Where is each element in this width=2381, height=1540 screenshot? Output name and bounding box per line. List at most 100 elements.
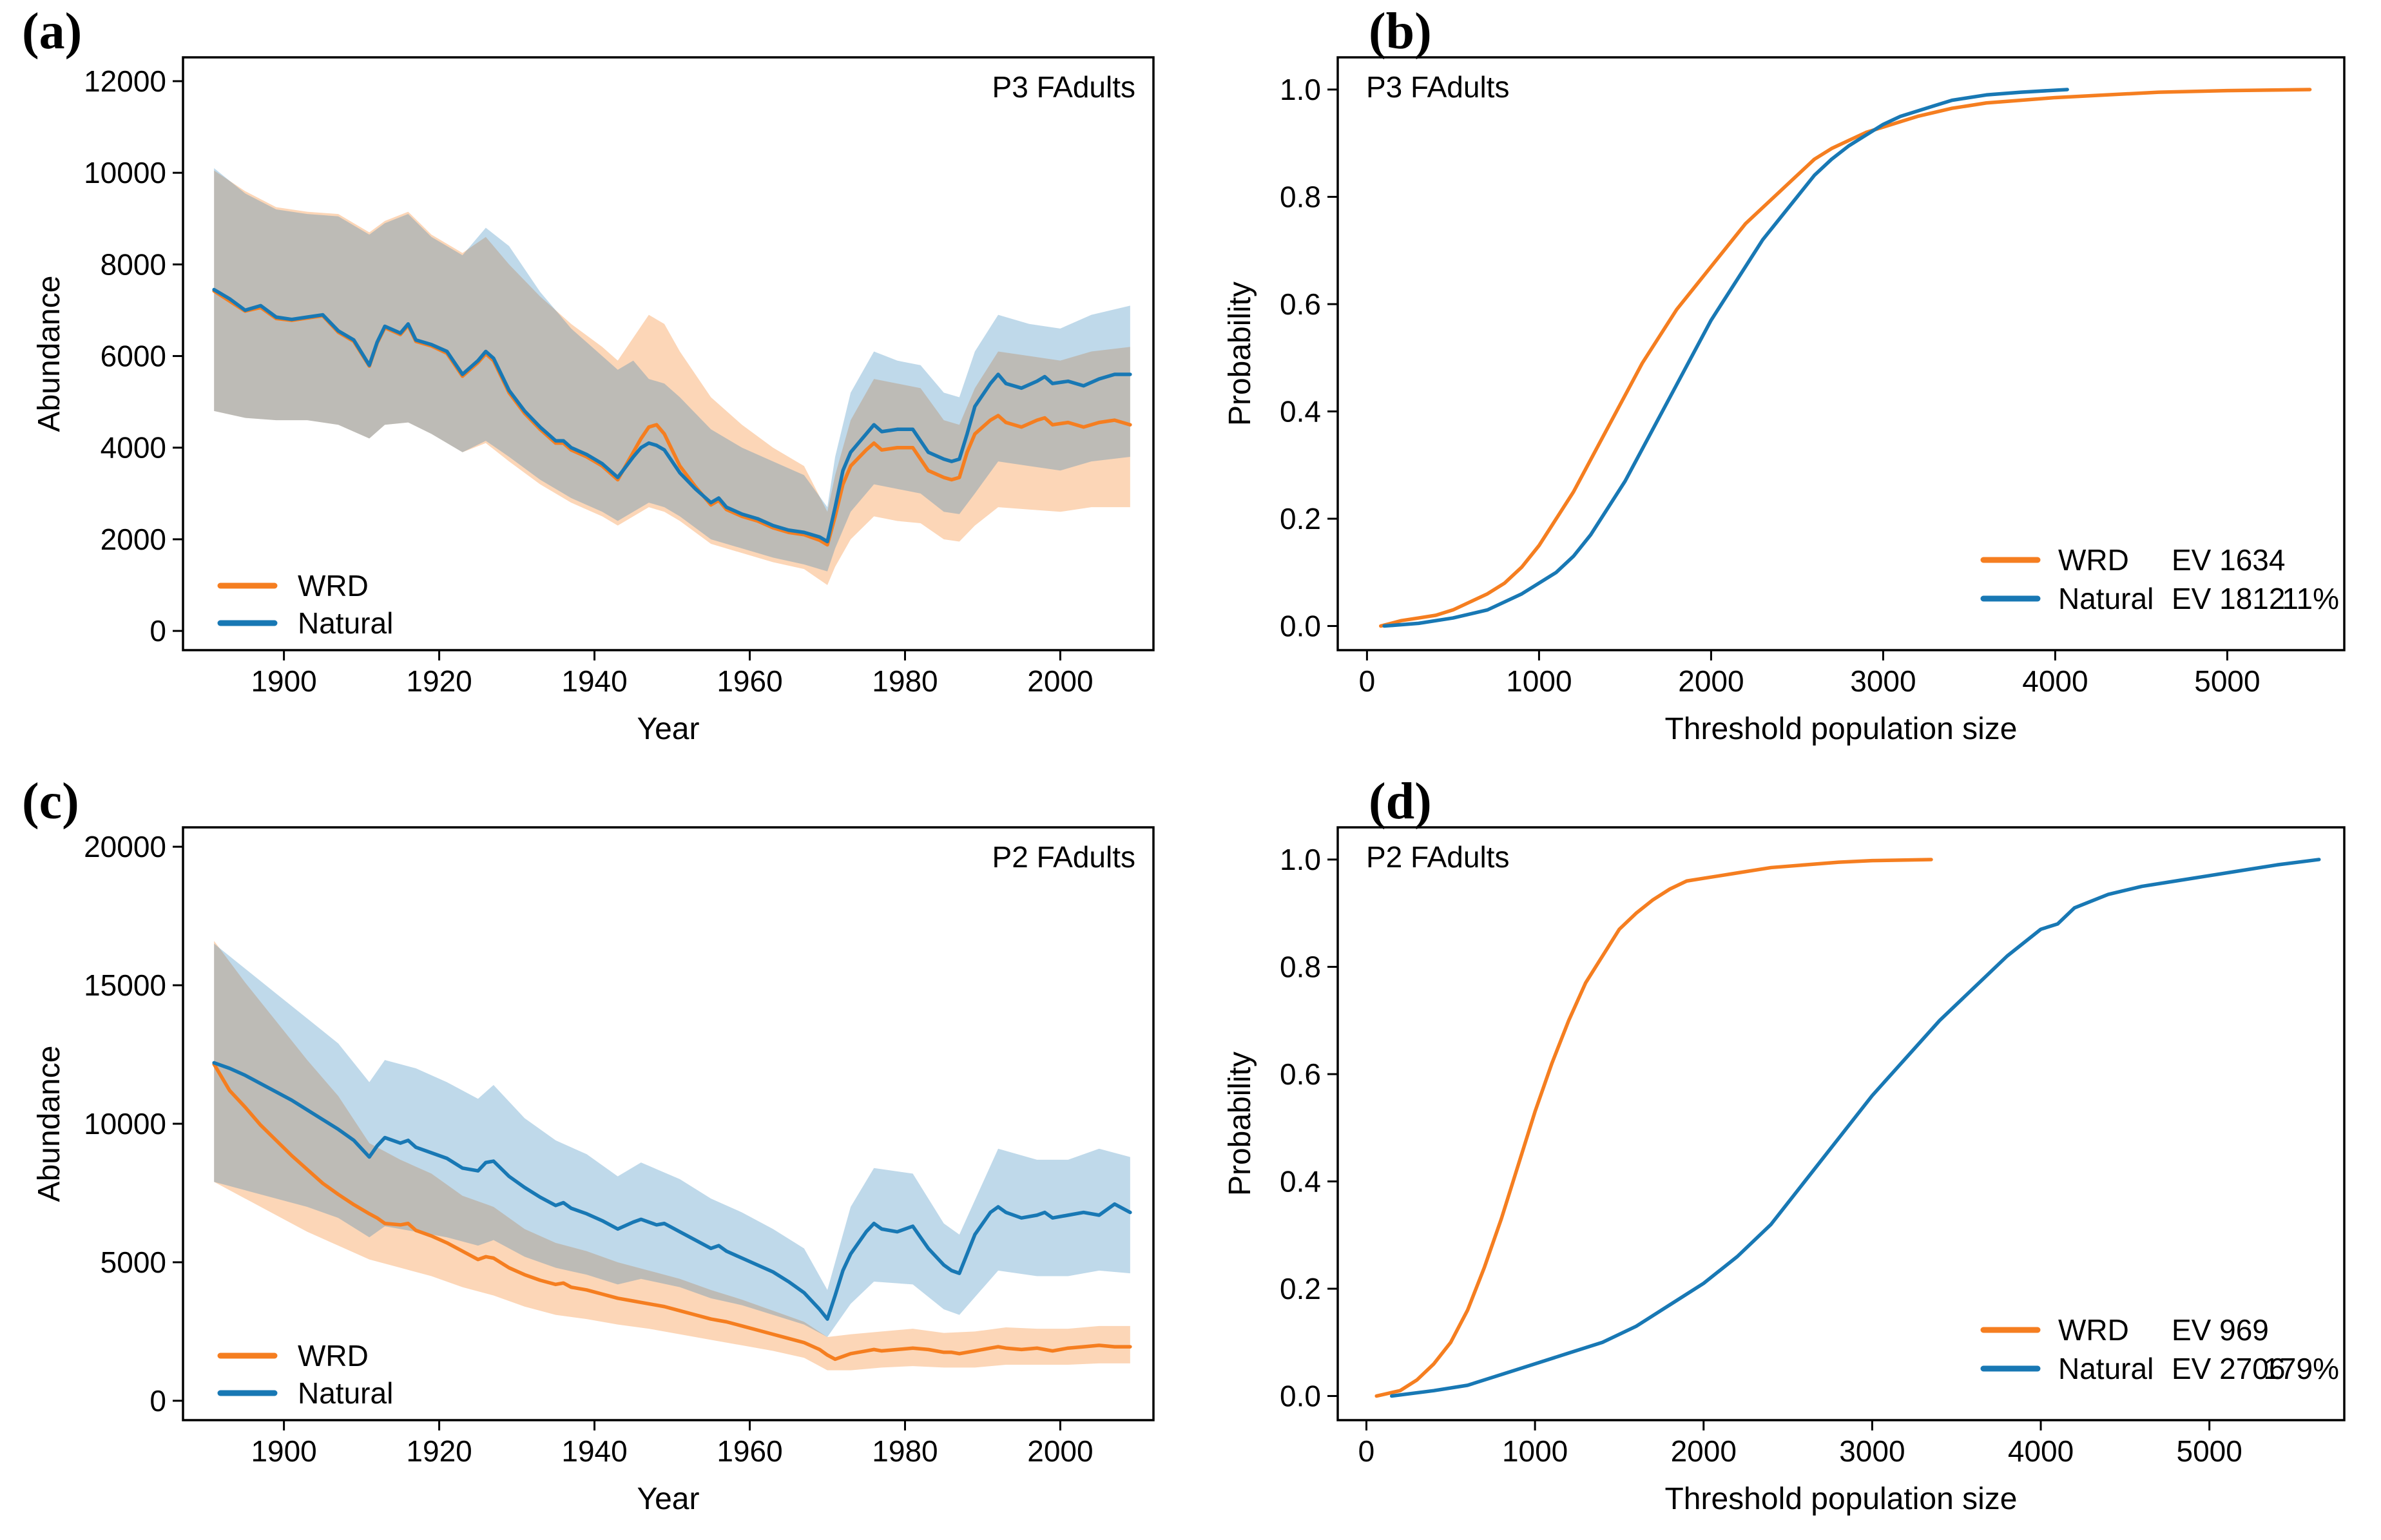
series-line-natural: [1389, 858, 2321, 1398]
panel-label: P3 FAdults: [1366, 70, 1509, 104]
legend-label-wrd: WRD: [2058, 543, 2129, 577]
chart-panel-b-mount: 0 1000 2000 3000 4000 5000 Threshold populatio…: [1217, 22, 2370, 763]
band-natural-95-interval: [214, 168, 1130, 572]
legend-label-natural: Natural: [2058, 582, 2154, 615]
x-tick-label: 1900: [251, 664, 316, 698]
y-tick-label: 0.4: [1280, 1165, 1321, 1198]
plot-box: [1336, 56, 2346, 651]
y-axis: 0.0 0.2 0.4 0.6 0.8 1.0 Probability: [1223, 73, 1338, 643]
x-tick-label: 1960: [717, 664, 782, 698]
y-tick-label: 6000: [101, 340, 166, 373]
x-tick-label: 1980: [872, 1434, 938, 1468]
series-line-natural: [212, 1061, 1132, 1321]
y-tick-label: 0.6: [1280, 1057, 1321, 1091]
chart-panel-b: 0 1000 2000 3000 4000 5000 Threshold populatio…: [1223, 56, 2346, 746]
y-tick-label: 10000: [84, 1107, 166, 1141]
x-tick-label: 4000: [2022, 664, 2088, 698]
panel-letter-a: (a): [22, 3, 82, 60]
y-tick-label: 20000: [84, 830, 166, 863]
series-c: [212, 1061, 1132, 1362]
x-axis-title: Year: [637, 1482, 700, 1516]
x-tick-label: 1000: [1506, 664, 1572, 698]
x-axis: 1900 1920 1940 1960 1980 2000 Year: [251, 1420, 1094, 1516]
y-tick-label: 8000: [101, 247, 166, 281]
panel-d: (d) 0 1000 2000 3000 4000 5000 Threshold popul…: [1191, 770, 2381, 1540]
legend-label-wrd: WRD: [298, 569, 369, 602]
panel-label: P2 FAdults: [1366, 840, 1509, 874]
y-axis-title: Probability: [1223, 282, 1257, 426]
x-tick-label: 5000: [2177, 1434, 2242, 1468]
chart-panel-c-mount: 1900 1920 1940 1960 1980 2000 Year 0 5000 10000 15…: [26, 792, 1179, 1533]
panel-label: P2 FAdults: [992, 840, 1135, 874]
panel-a: (a) 1900 1920 1940 1960 1980 2000 Year 0 2000 400…: [0, 0, 1190, 770]
x-tick-label: 2000: [1027, 664, 1093, 698]
x-tick-label: 0: [1359, 664, 1376, 698]
x-tick-label: 3000: [1850, 664, 1916, 698]
y-tick-label: 0: [149, 1384, 166, 1418]
panel-letter-c: (c): [22, 773, 79, 830]
chart-panel-a: 1900 1920 1940 1960 1980 2000 Year 0 2000 4000 600…: [32, 56, 1155, 746]
series-d: [1374, 858, 2321, 1398]
y-axis: 0.0 0.2 0.4 0.6 0.8 1.0 Probability: [1223, 843, 1338, 1413]
panel-label: P3 FAdults: [992, 70, 1135, 104]
band-wrd-95-interval: [214, 170, 1130, 586]
band-natural-95-interval: [214, 943, 1130, 1338]
x-tick-label: 2000: [1671, 1434, 1737, 1468]
y-axis: 0 2000 4000 6000 8000 10000 12000 Abundance: [32, 64, 183, 648]
y-tick-label: 1.0: [1280, 843, 1321, 876]
series-line-natural: [212, 287, 1132, 544]
series-line-wrd: [212, 1062, 1132, 1362]
x-tick-label: 1940: [561, 664, 627, 698]
y-axis-title: Abundance: [32, 1046, 66, 1202]
y-tick-label: 1.0: [1280, 73, 1321, 106]
y-tick-label: 4000: [101, 431, 166, 465]
panel-letter-b: (b): [1369, 3, 1432, 60]
legend-pct-natural: 179%: [2263, 1352, 2339, 1385]
y-tick-label: 0: [149, 614, 166, 648]
series-a: [212, 287, 1132, 547]
y-tick-label: 5000: [101, 1246, 166, 1279]
x-tick-label: 1940: [561, 1434, 627, 1468]
series-line-natural: [1382, 88, 2069, 628]
legend-label-natural: Natural: [298, 606, 393, 640]
x-tick-label: 3000: [1839, 1434, 1905, 1468]
chart-panel-c: 1900 1920 1940 1960 1980 2000 Year 0 5000 10000 15…: [32, 826, 1155, 1516]
series-line-wrd: [1379, 88, 2312, 628]
x-tick-label: 4000: [2008, 1434, 2074, 1468]
y-axis-title: Probability: [1223, 1052, 1257, 1196]
y-tick-label: 0.6: [1280, 287, 1321, 321]
series-line-wrd: [1374, 858, 1933, 1398]
x-tick-label: 5000: [2194, 664, 2260, 698]
y-tick-label: 10000: [84, 156, 166, 189]
x-tick-label: 2000: [1027, 1434, 1093, 1468]
y-tick-label: 2000: [101, 523, 166, 556]
bands-c: [214, 941, 1130, 1371]
panel-c: (c) 1900 1920 1940 1960 1980 2000 Year 0 5000 100…: [0, 770, 1190, 1540]
y-tick-label: 12000: [84, 64, 166, 98]
y-tick-label: 0.0: [1280, 1380, 1321, 1413]
panel-b: (b) 0 1000 2000 3000 4000 5000 Threshold popul…: [1191, 0, 2381, 770]
panel-letter-d: (d): [1369, 773, 1432, 830]
x-tick-label: 1960: [717, 1434, 782, 1468]
legend-label-natural: Natural: [298, 1376, 393, 1410]
legend-c: WRD Natural: [217, 1339, 393, 1410]
x-tick-label: 0: [1358, 1434, 1375, 1468]
chart-panel-d-mount: 0 1000 2000 3000 4000 5000 Threshold populatio…: [1217, 792, 2370, 1533]
y-tick-label: 0.2: [1280, 502, 1321, 535]
legend-ev-wrd: EV 1634: [2172, 543, 2285, 577]
y-tick-label: 0.8: [1280, 180, 1321, 213]
y-tick-label: 15000: [84, 968, 166, 1002]
x-axis-title: Threshold population size: [1664, 712, 2017, 746]
x-tick-label: 1900: [251, 1434, 316, 1468]
legend-ev-natural: EV 2706: [2172, 1352, 2285, 1385]
legend-ev-wrd: EV 969: [2172, 1313, 2269, 1347]
plot-box: [182, 56, 1155, 651]
band-wrd-95-interval: [214, 941, 1130, 1371]
x-axis: 0 1000 2000 3000 4000 5000 Threshold populatio…: [1359, 650, 2261, 746]
y-tick-label: 0.2: [1280, 1272, 1321, 1305]
x-axis-title: Threshold population size: [1664, 1482, 2017, 1516]
chart-panel-a-mount: 1900 1920 1940 1960 1980 2000 Year 0 2000 4000 600…: [26, 22, 1179, 763]
